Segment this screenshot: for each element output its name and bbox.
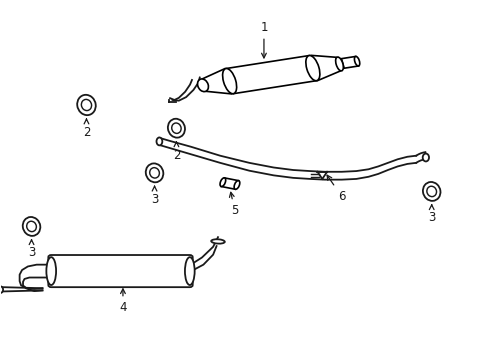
Ellipse shape	[46, 257, 56, 285]
Text: 4: 4	[119, 289, 126, 314]
Ellipse shape	[77, 95, 96, 115]
Polygon shape	[225, 55, 316, 94]
Ellipse shape	[81, 99, 91, 111]
Ellipse shape	[211, 239, 224, 244]
Text: 6: 6	[326, 175, 345, 203]
Ellipse shape	[197, 79, 208, 91]
Ellipse shape	[0, 286, 3, 293]
Text: 5: 5	[229, 192, 238, 217]
Text: 2: 2	[82, 119, 90, 139]
Ellipse shape	[145, 163, 163, 182]
Polygon shape	[221, 178, 238, 189]
Ellipse shape	[167, 119, 184, 138]
Ellipse shape	[422, 182, 440, 201]
Text: 1: 1	[260, 21, 267, 58]
Text: 3: 3	[151, 186, 158, 206]
Polygon shape	[310, 55, 339, 81]
Ellipse shape	[422, 154, 428, 161]
FancyBboxPatch shape	[48, 255, 192, 287]
Ellipse shape	[27, 221, 36, 231]
Ellipse shape	[426, 186, 436, 197]
Polygon shape	[202, 69, 231, 94]
Ellipse shape	[222, 68, 236, 94]
Ellipse shape	[171, 123, 181, 134]
Ellipse shape	[354, 57, 359, 66]
Text: 3: 3	[28, 240, 35, 260]
Polygon shape	[341, 57, 358, 68]
Ellipse shape	[220, 178, 225, 186]
Ellipse shape	[156, 138, 162, 145]
Ellipse shape	[149, 168, 159, 178]
Ellipse shape	[234, 181, 239, 189]
Text: 3: 3	[427, 205, 434, 224]
Ellipse shape	[335, 57, 343, 71]
Ellipse shape	[305, 55, 319, 81]
Ellipse shape	[184, 257, 194, 285]
Text: 2: 2	[172, 142, 180, 162]
Ellipse shape	[23, 217, 40, 236]
